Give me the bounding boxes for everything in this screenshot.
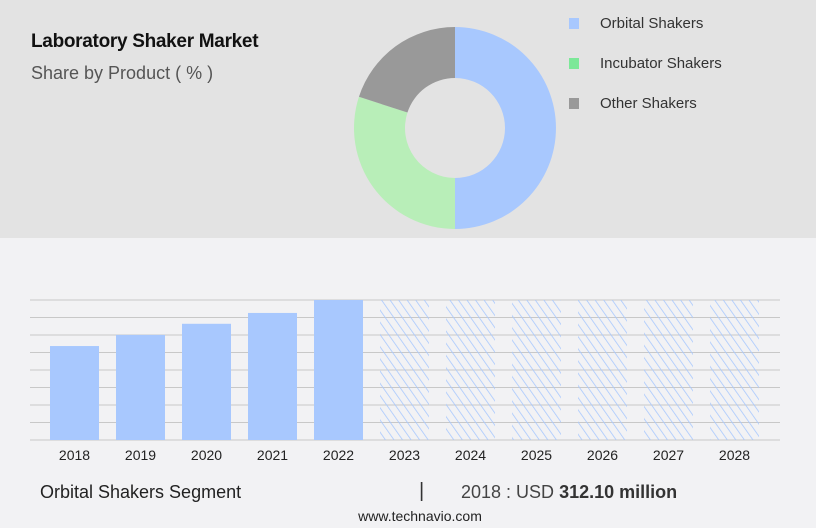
legend-swatch — [569, 98, 579, 109]
x-tick-label: 2019 — [125, 447, 156, 463]
chart-title: Laboratory Shaker Market — [31, 31, 259, 52]
legend-label: Other Shakers — [600, 95, 697, 112]
segment-label: Orbital Shakers Segment — [40, 482, 242, 502]
forecast-bar-2028 — [710, 300, 759, 440]
donut-slice-incubator-shakers — [353, 96, 455, 230]
legend-label: Orbital Shakers — [600, 15, 704, 32]
forecast-bar-2024 — [446, 300, 495, 440]
legend-item-incubator: Incubator Shakers — [569, 55, 722, 72]
x-tick-label: 2022 — [323, 447, 354, 463]
x-tick-label: 2028 — [719, 447, 750, 463]
value-amount: 312.10 million — [559, 482, 678, 502]
bar-2019 — [116, 334, 165, 440]
legend-item-orbital: Orbital Shakers — [569, 15, 703, 32]
source-url: www.technavio.com — [358, 508, 482, 524]
forecast-bar-2025 — [512, 300, 561, 440]
x-tick-label: 2024 — [455, 447, 486, 463]
donut-slice-other-shakers — [358, 27, 455, 113]
chart-subtitle: Share by Product ( % ) — [31, 63, 214, 83]
x-tick-label: 2018 — [59, 447, 90, 463]
x-tick-label: 2025 — [521, 447, 552, 463]
year-label: 2018 : USD — [461, 482, 555, 502]
bar-2021 — [248, 312, 297, 440]
legend-swatch — [569, 18, 579, 29]
legend-label: Incubator Shakers — [600, 55, 722, 72]
donut-slice-orbital-shakers — [455, 27, 556, 229]
x-tick-label: 2021 — [257, 447, 288, 463]
bar-2020 — [182, 323, 231, 440]
x-tick-label: 2026 — [587, 447, 618, 463]
segment-value: 2018 : USD 312.10 million — [461, 482, 677, 503]
forecast-bar-2023 — [380, 300, 429, 440]
x-tick-label: 2020 — [191, 447, 222, 463]
legend-swatch — [569, 58, 579, 69]
bar-2022 — [314, 300, 363, 440]
bar-2018 — [50, 346, 99, 440]
x-tick-label: 2023 — [389, 447, 420, 463]
x-tick-label: 2027 — [653, 447, 684, 463]
forecast-bar-2026 — [578, 300, 627, 440]
legend-item-other: Other Shakers — [569, 95, 697, 112]
separator: | — [419, 480, 425, 502]
forecast-bar-2027 — [644, 300, 693, 440]
